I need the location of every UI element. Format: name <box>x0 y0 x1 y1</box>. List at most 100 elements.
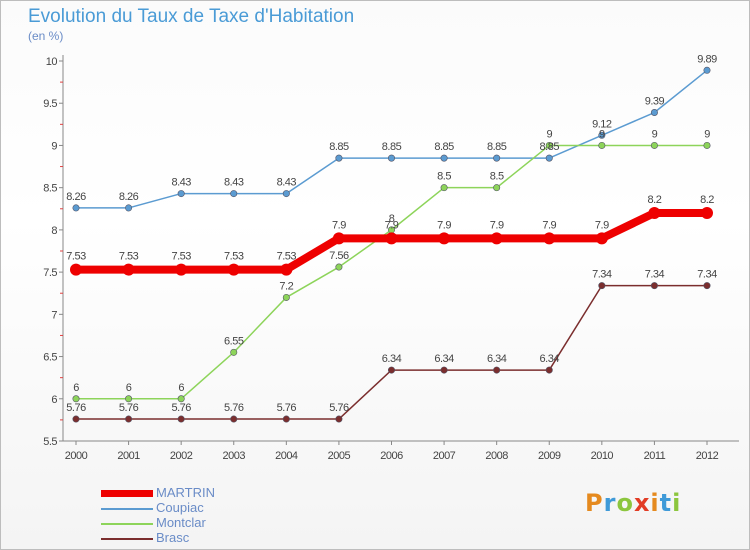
x-tick-label: 2010 <box>591 450 614 462</box>
data-label-montclar: 6.55 <box>224 335 244 347</box>
data-label-montclar: 7.2 <box>279 280 293 292</box>
data-label-coupiac: 9.12 <box>592 118 612 130</box>
x-tick-label: 2002 <box>170 450 193 462</box>
data-label-coupiac: 8.85 <box>329 141 349 153</box>
data-point-coupiac <box>440 154 448 162</box>
data-point-martrin <box>701 207 713 219</box>
data-point-montclar <box>72 395 80 403</box>
data-point-coupiac <box>598 131 606 139</box>
data-label-montclar: 7.56 <box>329 250 349 262</box>
data-label-martrin: 7.9 <box>385 219 399 231</box>
x-tick-label: 2000 <box>65 450 88 462</box>
y-tick-label: 8 <box>51 225 57 237</box>
data-label-coupiac: 8.85 <box>540 141 560 153</box>
data-label-martrin: 7.9 <box>332 219 346 231</box>
x-tick-label: 2006 <box>380 450 403 462</box>
data-label-coupiac: 8.43 <box>277 177 297 189</box>
data-point-brasc <box>493 366 501 374</box>
y-tick-label: 7 <box>51 309 57 321</box>
legend-swatch-montclar <box>101 523 153 525</box>
data-label-coupiac: 8.43 <box>224 177 244 189</box>
data-point-brasc <box>230 415 238 423</box>
data-label-martrin: 7.53 <box>66 251 86 263</box>
x-tick-label: 2009 <box>538 450 561 462</box>
data-label-brasc: 5.76 <box>329 402 349 414</box>
data-point-montclar <box>282 293 290 301</box>
series-labels: 8.26 8.268.43 8.43 8.438.85 8.85 8.85 8.85 8.85… <box>66 53 717 414</box>
data-point-brasc <box>125 415 133 423</box>
data-label-montclar: 6 <box>73 382 79 394</box>
data-label-brasc: 6.34 <box>382 353 402 365</box>
data-point-montclar <box>598 141 606 149</box>
data-point-coupiac <box>703 66 711 74</box>
data-point-martrin <box>385 232 398 245</box>
data-point-brasc <box>282 415 290 423</box>
data-point-montclar <box>125 395 133 403</box>
data-label-brasc: 7.34 <box>697 269 717 281</box>
data-point-martrin <box>175 263 188 276</box>
y-tick-label: 9 <box>51 140 57 152</box>
logo-letter: r <box>603 489 617 517</box>
legend-swatch-coupiac <box>101 508 153 510</box>
y-tick-label: 8.5 <box>43 183 57 195</box>
data-point-coupiac <box>125 204 133 212</box>
logo-letter: o <box>616 489 634 517</box>
data-point-brasc <box>72 415 80 423</box>
data-label-brasc: 6.34 <box>434 353 454 365</box>
logo-letter: t <box>659 489 673 517</box>
data-point-montclar <box>650 141 658 149</box>
x-tick-label: 2004 <box>275 450 298 462</box>
data-label-martrin: 7.53 <box>171 251 191 263</box>
data-point-coupiac <box>230 190 238 198</box>
data-point-montclar <box>545 141 553 149</box>
y-tick-label: 6 <box>51 394 57 406</box>
x-tick-label: 2003 <box>223 450 246 462</box>
data-label-montclar: 9 <box>652 128 658 140</box>
y-tick-label: 5.5 <box>43 436 57 448</box>
data-point-brasc <box>650 282 658 290</box>
data-point-montclar <box>335 263 343 271</box>
data-label-brasc: 6.34 <box>487 353 507 365</box>
legend-label: MARTRIN <box>156 485 215 500</box>
data-point-montclar <box>177 395 185 403</box>
legend-label: Coupiac <box>156 500 204 515</box>
logo-letter: P <box>585 489 604 517</box>
data-point-martrin <box>280 263 293 276</box>
data-label-martrin: 7.53 <box>119 251 139 263</box>
data-point-brasc <box>177 415 185 423</box>
data-point-brasc <box>545 366 553 374</box>
x-tick-label: 2012 <box>696 450 719 462</box>
y-tick-label: 6.5 <box>43 352 57 364</box>
data-label-montclar: 9 <box>546 128 552 140</box>
data-point-montclar <box>440 184 448 192</box>
data-label-brasc: 5.76 <box>66 402 86 414</box>
data-point-martrin <box>70 263 82 276</box>
data-point-coupiac <box>282 190 290 198</box>
data-label-brasc: 6.34 <box>540 353 560 365</box>
data-label-martrin: 8.2 <box>648 194 662 206</box>
data-point-brasc <box>335 415 343 423</box>
data-label-brasc: 7.34 <box>645 269 665 281</box>
x-tick-label: 2007 <box>433 450 456 462</box>
data-label-brasc: 5.76 <box>171 402 191 414</box>
x-tick-label: 2001 <box>117 450 140 462</box>
data-point-montclar <box>230 348 238 356</box>
data-label-montclar: 9 <box>599 128 605 140</box>
data-label-coupiac: 8.85 <box>487 141 507 153</box>
data-point-martrin <box>438 232 451 245</box>
proxiti-logo: Proxiti <box>585 489 681 517</box>
data-point-brasc <box>440 366 448 374</box>
data-point-coupiac <box>387 154 395 162</box>
data-point-coupiac <box>177 190 185 198</box>
data-label-montclar: 8.5 <box>437 171 451 183</box>
data-point-coupiac <box>72 204 80 212</box>
data-point-martrin <box>648 207 661 219</box>
logo-letter: i <box>650 489 660 517</box>
data-point-martrin <box>595 232 608 245</box>
data-label-coupiac: 8.43 <box>171 177 191 189</box>
data-point-coupiac <box>335 154 343 162</box>
data-label-coupiac: 8.85 <box>434 141 454 153</box>
data-label-brasc: 7.34 <box>592 269 612 281</box>
